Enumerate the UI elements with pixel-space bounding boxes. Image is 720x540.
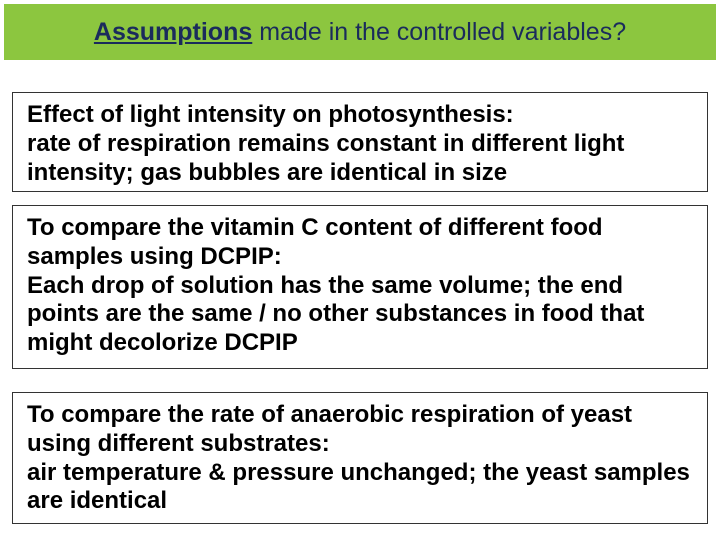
header-emphasis: Assumptions [94, 18, 252, 46]
header-title: Assumptions made in the controlled varia… [94, 18, 626, 47]
card-text: Effect of light intensity on photosynthe… [27, 101, 624, 186]
card-photosynthesis: Effect of light intensity on photosynthe… [12, 92, 708, 192]
header-band: Assumptions made in the controlled varia… [4, 4, 716, 60]
card-vitamin-c: To compare the vitamin C content of diff… [12, 205, 708, 369]
card-text: To compare the vitamin C content of diff… [27, 214, 644, 356]
card-yeast: To compare the rate of anaerobic respira… [12, 392, 708, 524]
header-rest: made in the controlled variables? [252, 18, 626, 46]
card-text: To compare the rate of anaerobic respira… [27, 401, 690, 514]
